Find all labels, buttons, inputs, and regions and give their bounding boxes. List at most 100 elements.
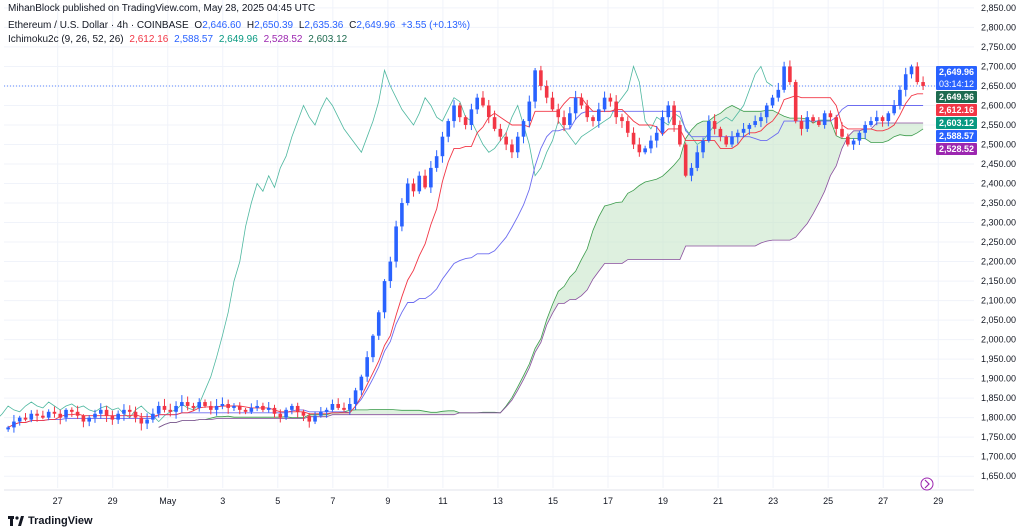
x-tick-label: 27 [53,496,63,506]
candle-body [255,405,259,408]
candle-body [695,152,700,168]
candle-body [278,413,283,418]
candle-body [504,136,508,145]
candle-body [417,175,422,192]
candle-body [735,132,740,137]
ohlc-close: 2,649.96 [356,20,396,31]
y-tick-label: 2,000.00 [981,335,1016,345]
y-tick-label: 1,950.00 [981,354,1016,364]
candle-body [197,402,202,408]
candle-body [562,117,566,125]
candle-body [272,407,277,414]
candle-body [475,97,479,110]
candle-body [544,85,549,98]
candle-body [347,404,352,410]
candle-body [759,117,763,122]
candle-body [527,101,532,122]
tradingview-brand[interactable]: TradingView [8,515,93,527]
candle-body [376,312,381,336]
y-tick-label: 2,100.00 [981,296,1016,306]
candle-body [336,404,341,408]
ohlc-close-label: C [349,20,357,31]
price-tag: 2,612.16 [935,103,977,116]
symbol-legend[interactable]: Ethereum / U.S. Dollar · 4h · COINBASE O… [8,20,473,31]
candle-body [64,409,68,418]
candle-body [788,66,792,83]
candle-body [23,417,28,420]
candle-body [898,89,902,106]
candle-body [764,105,769,118]
candle-body [880,117,885,122]
candle-body [6,427,10,430]
y-tick-label: 2,350.00 [981,198,1016,208]
x-tick-label: 5 [275,496,280,506]
candle-body [660,117,665,133]
candle-body [127,409,132,412]
y-tick-label: 2,550.00 [981,120,1016,130]
candle-body [625,121,630,133]
candle-body [237,405,242,410]
y-tick-label: 1,750.00 [981,432,1016,442]
candle-body [261,405,265,410]
candle-body [400,203,404,227]
candle-body [232,405,236,408]
candle-body [486,105,491,118]
x-tick-label: 11 [438,496,447,506]
candle-body [104,409,109,416]
indicator-legend[interactable]: Ichimoku2c (9, 26, 52, 26) 2,612.16 2,58… [8,34,350,45]
candle-body [156,405,161,414]
candle-body [209,405,213,410]
price-tag: 2,649.96 03:14:12 [935,65,977,90]
x-tick-label: 29 [933,496,943,506]
candle-body [747,124,752,129]
candle-body [712,121,717,129]
indicator-value-chikou: 2,649.96 [218,34,258,45]
tradingview-logo-icon [8,516,24,526]
candle-body [492,117,497,129]
candle-body [151,413,155,420]
candle-body [284,409,288,418]
candle-body [203,402,207,406]
grid [4,0,974,488]
candle-body [672,105,676,125]
candle-body [116,413,120,420]
ohlc-open: 2,646.60 [202,20,242,31]
candle-body [863,124,867,133]
candle-body [608,97,613,102]
y-tick-label: 2,500.00 [981,139,1016,149]
candle-body [46,411,51,418]
y-tick-label: 2,400.00 [981,179,1016,189]
candle-body [521,121,526,137]
candle-body [654,132,659,141]
y-tick-label: 2,850.00 [981,3,1016,13]
candle-body [122,409,126,414]
x-tick-label: 21 [713,496,723,506]
y-tick-label: 2,150.00 [981,276,1016,286]
candle-body [382,281,387,313]
candle-body [585,105,590,118]
replay-icon[interactable] [920,477,934,491]
candle-body [359,376,364,391]
ohlc-low: 2,635.36 [304,20,344,31]
publisher-line: MihanBlock published on TradingView.com,… [8,3,316,14]
candle-body [805,117,810,129]
candle-body [869,121,873,125]
x-tick-label: 25 [823,496,833,506]
y-tick-label: 2,650.00 [981,81,1016,91]
candle-body [776,89,781,98]
y-tick-label: 2,700.00 [981,61,1016,71]
candle-body [70,409,74,412]
candle-body [568,113,572,125]
candle-body [857,132,862,141]
candle-body [874,117,879,122]
y-tick-label: 2,200.00 [981,257,1016,267]
candle-body [342,407,346,410]
candle-body [29,413,34,420]
candle-body [666,105,671,118]
candle-body [243,409,248,412]
x-tick-label: 29 [108,496,118,506]
candle-body [458,105,462,118]
candle-body [330,404,335,410]
x-tick-label: 3 [220,496,225,506]
